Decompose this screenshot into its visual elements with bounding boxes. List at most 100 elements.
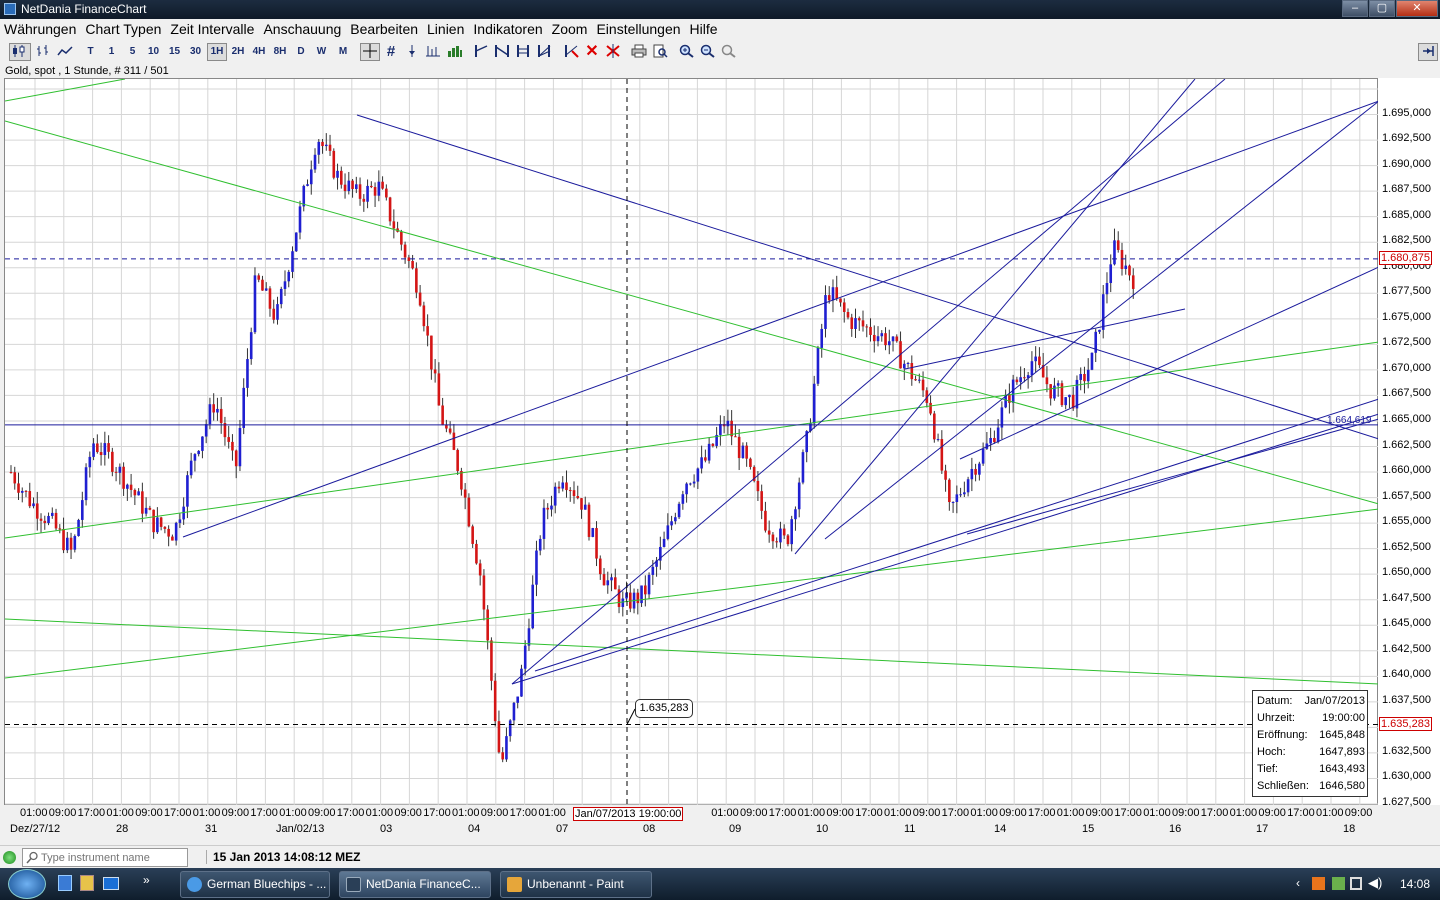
bar-chart-icon[interactable] (33, 43, 53, 61)
candle-down (373, 187, 377, 196)
trend-line-blue (824, 100, 1380, 540)
interval-2h-button[interactable]: 2H (231, 46, 245, 57)
maximize-button[interactable]: ▢ (1369, 0, 1395, 17)
chart-instrument-info: Gold, spot , 1 Stunde, # 311 / 501 (5, 65, 169, 77)
volume-bars-icon[interactable] (445, 43, 465, 61)
interval-4h-button[interactable]: 4H (252, 46, 266, 57)
data-value-high: 1647,893 (1319, 746, 1365, 758)
candle-down (948, 479, 951, 503)
crosshair-icon[interactable] (360, 43, 380, 61)
candlestick-chart-icon[interactable] (9, 43, 31, 61)
delete-line-icon[interactable] (561, 43, 581, 61)
candle-up (88, 456, 92, 468)
zoom-out-icon[interactable] (698, 43, 718, 61)
menu-waehrungen[interactable]: Währungen (4, 21, 77, 37)
minimize-button[interactable]: ‒ (1342, 0, 1368, 17)
zoom-reset-icon[interactable] (719, 43, 739, 61)
candle-up (197, 450, 200, 455)
candle-down (148, 507, 152, 510)
candle-down (39, 518, 43, 521)
delete-icon[interactable]: ✕ (585, 43, 599, 60)
price-axis[interactable]: 1.695,000 1.692,500 1.690,000 1.687,500 1.68… (1378, 78, 1440, 808)
taskbar-item-netdania-label: NetDania FinanceC... (366, 877, 481, 891)
tray-volume-icon[interactable]: ◀) (1368, 875, 1383, 890)
candle-up (553, 486, 557, 506)
interval-5m-button[interactable]: 5 (129, 46, 136, 57)
gann-fan-icon[interactable] (534, 43, 554, 61)
zoom-in-icon[interactable] (677, 43, 697, 61)
grid-icon[interactable]: # (386, 43, 396, 60)
y-tick-label: 1.685,000 (1382, 208, 1431, 221)
menu-linien[interactable]: Linien (427, 21, 465, 37)
interval-8h-button[interactable]: 8H (273, 46, 287, 57)
menu-indikatoren[interactable]: Indikatoren (473, 21, 543, 37)
interval-1h-button[interactable]: 1H (207, 43, 227, 61)
menu-anschauung[interactable]: Anschauung (263, 21, 342, 37)
candle-down (111, 451, 114, 472)
candle-up (1075, 379, 1079, 409)
y-tick-label: 1.630,000 (1382, 770, 1431, 783)
menu-zoom[interactable]: Zoom (551, 21, 588, 37)
panel-toggle-icon[interactable] (1418, 43, 1438, 61)
quicklaunch-more-icon[interactable]: » (143, 873, 150, 887)
menu-zeit-intervalle[interactable]: Zeit Intervalle (170, 21, 255, 37)
tray-app-icon[interactable] (1312, 877, 1325, 890)
interval-month-button[interactable]: M (338, 46, 348, 57)
menu-hilfe[interactable]: Hilfe (689, 21, 718, 37)
instrument-search-input[interactable] (41, 850, 185, 865)
taskbar-item-ie[interactable]: German Bluechips - ... (180, 871, 330, 898)
x-date-label: 17 (1256, 823, 1269, 835)
candle-down (846, 312, 850, 318)
candle-down (568, 490, 572, 492)
trendline-tool-icon[interactable] (471, 43, 491, 61)
interval-tick-button[interactable]: T (87, 46, 94, 57)
interval-10m-button[interactable]: 10 (147, 46, 160, 57)
print-icon[interactable] (629, 43, 649, 61)
candle-down (730, 420, 733, 437)
trend-line-blue (959, 266, 1380, 460)
pointer-icon[interactable] (403, 43, 421, 61)
quicklaunch-explorer-icon[interactable] (80, 875, 94, 891)
taskbar-item-netdania[interactable]: NetDania FinanceC... (339, 871, 491, 898)
tray-expand-icon[interactable]: ‹ (1296, 876, 1300, 890)
y-tick-label: 1.672,500 (1382, 336, 1431, 349)
candle-down (786, 535, 790, 545)
print-preview-icon[interactable] (650, 43, 670, 61)
candle-down (9, 472, 13, 474)
fibonacci-tool-icon[interactable] (513, 43, 533, 61)
tray-network-icon[interactable] (1332, 877, 1345, 890)
interval-day-button[interactable]: D (297, 46, 305, 57)
quicklaunch-desktop-icon[interactable] (58, 875, 72, 891)
candlestick-chart[interactable]: 1.664,619 (4, 78, 1380, 806)
channel-tool-icon[interactable] (492, 43, 512, 61)
interval-30m-button[interactable]: 30 (189, 46, 202, 57)
instrument-search[interactable] (22, 848, 188, 867)
interval-1m-button[interactable]: 1 (108, 46, 115, 57)
x-time-label: 17:00 (250, 807, 278, 819)
candle-up (591, 528, 595, 537)
interval-week-button[interactable]: W (316, 46, 327, 57)
candle-up (790, 519, 793, 545)
candle-down (467, 497, 471, 527)
candle-down (332, 150, 336, 178)
price-chart-area[interactable]: 1.664,619 1.635,283 Datum: Jan/07/2013 Uh… (4, 78, 1380, 806)
tray-battery-icon[interactable] (1350, 877, 1362, 890)
line-chart-icon[interactable] (55, 43, 75, 61)
candle-down (430, 335, 433, 370)
taskbar-item-paint[interactable]: Unbenannt - Paint (500, 871, 652, 898)
histogram-icon[interactable] (423, 43, 443, 61)
time-axis[interactable]: 01:00 09:00 17:00 01:00 09:00 17:00 01:00 09:00… (0, 805, 1378, 843)
interval-15m-button[interactable]: 15 (168, 46, 181, 57)
start-button[interactable] (8, 869, 46, 899)
candle-up (1030, 361, 1034, 376)
menu-einstellungen[interactable]: Einstellungen (596, 21, 681, 37)
close-button[interactable]: ✕ (1396, 0, 1438, 17)
candle-up (291, 251, 294, 272)
quicklaunch-show-desktop-icon[interactable] (103, 877, 119, 890)
menu-chart-typen[interactable]: Chart Typen (85, 21, 162, 37)
candle-down (35, 503, 39, 519)
data-label-date: Datum: (1257, 695, 1293, 707)
menu-bearbeiten[interactable]: Bearbeiten (350, 21, 419, 37)
candle-down (752, 466, 756, 481)
delete-all-icon[interactable] (603, 43, 623, 61)
